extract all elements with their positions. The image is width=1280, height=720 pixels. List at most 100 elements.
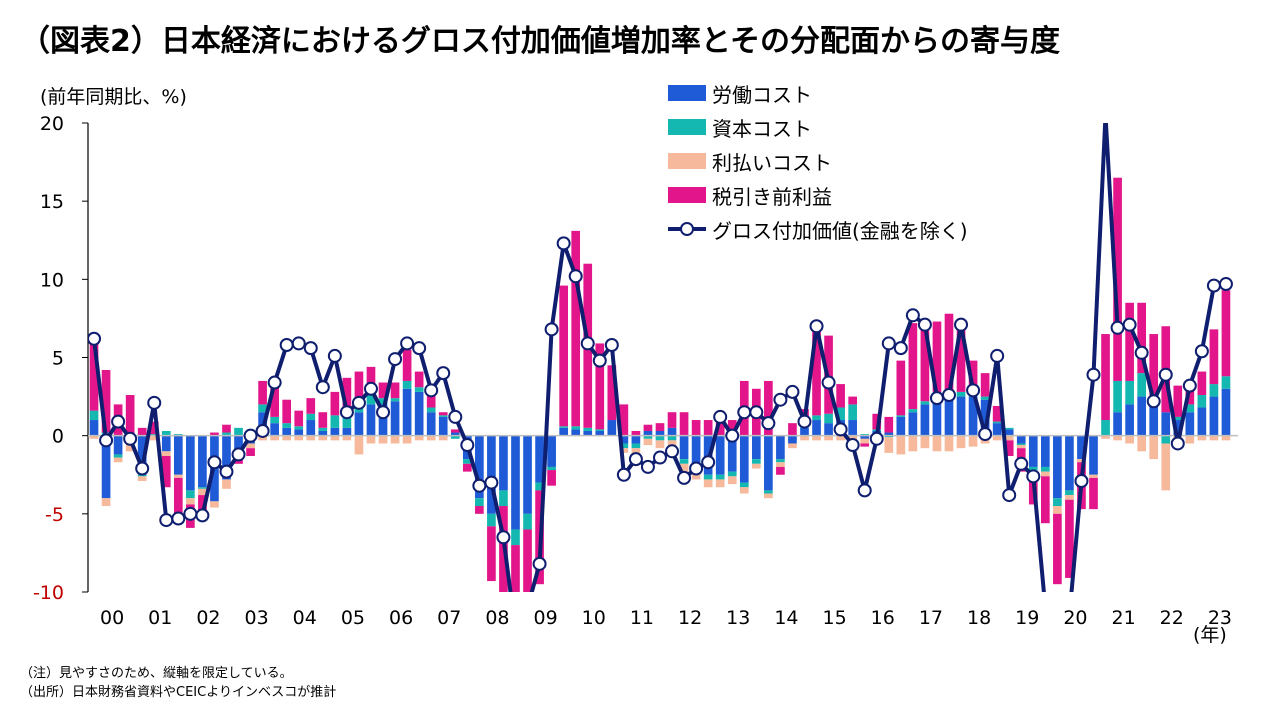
bar-capital-54 [739,482,749,488]
bar-labor-91 [1185,412,1195,436]
bar-profit-4 [137,427,147,436]
bar-capital-25 [390,398,400,402]
bar-profit-32 [475,506,484,514]
bar-labor-30 [450,432,460,436]
bar-interest-29 [438,435,448,441]
bar-profit-10 [210,432,219,436]
bar-labor-42 [595,430,605,436]
x-tick-label: 15 [823,607,847,629]
bar-capital-51 [703,474,713,480]
bar-capital-45 [631,443,641,449]
bar-profit-86 [1125,302,1134,381]
bar-profit-13 [246,448,255,456]
gva-point-39 [556,236,571,251]
bar-interest-66 [884,437,894,453]
x-tick-label: 10 [582,607,606,629]
bar-labor-39 [559,427,568,436]
x-tick-label: 21 [1112,607,1136,629]
bar-interest-14 [258,435,267,441]
gva-point-62 [833,422,848,437]
bar-labor-74 [980,399,990,436]
bar-labor-61 [824,423,833,436]
bar-capital-47 [655,435,665,441]
bar-profit-74 [980,373,990,397]
x-tick-label: 07 [437,607,461,629]
bar-capital-18 [306,413,316,421]
y-tick-label: 10 [40,269,64,291]
bar-interest-76 [1004,435,1014,441]
bar-labor-22 [354,412,364,436]
bar-capital-84 [1101,420,1110,436]
bar-capital-21 [342,416,352,428]
bar-capital-31 [462,459,472,464]
bar-labor-75 [992,423,1002,436]
bar-interest-62 [836,435,845,441]
bar-interest-58 [788,443,797,449]
bar-interest-44 [619,448,629,453]
bar-interest-82 [1077,459,1086,463]
bar-labor-60 [812,420,821,436]
axis-layer: 20 15 10 5 0 -5 -10 00 01 02 03 04 05 06 07 08 09 10 11 12 1… [33,113,1238,629]
bar-interest-72 [956,435,966,449]
bar-capital-0 [89,410,99,421]
bar-profit-50 [691,420,701,436]
bar-capital-80 [1053,498,1062,507]
bar-interest-94 [1221,435,1231,441]
bar-profit-52 [715,420,725,436]
bar-interest-59 [800,435,809,441]
bar-capital-17 [294,426,304,430]
gva-point-33 [484,475,499,490]
bar-labor-67 [896,416,906,436]
bar-interest-71 [944,435,954,452]
bar-profit-79 [1040,476,1050,524]
bar-profit-53 [727,420,737,436]
bar-labor-17 [294,429,304,436]
bar-interest-21 [342,435,352,441]
bar-labor-41 [583,430,593,436]
bar-profit-18 [306,398,316,414]
bar-interest-28 [426,435,436,441]
bar-capital-37 [535,482,544,491]
gva-point-76 [1002,488,1017,503]
bar-profit-44 [619,404,629,436]
bar-profit-81 [1065,499,1074,578]
bar-capital-23 [366,395,376,405]
bar-profit-64 [860,443,870,447]
bar-labor-46 [643,430,653,436]
bar-interest-93 [1209,435,1219,441]
gva-point-34 [496,530,511,545]
bars-layer [89,177,1231,592]
bar-capital-77 [1016,443,1026,446]
bar-capital-46 [643,435,653,439]
gva-point-19 [315,380,330,395]
bar-labor-0 [89,420,99,436]
bar-labor-90 [1173,420,1183,436]
bar-interest-8 [186,498,195,505]
bar-interest-84 [1101,435,1110,439]
bar-labor-80 [1053,435,1062,499]
bar-profit-83 [1089,477,1098,510]
bar-capital-74 [980,396,990,400]
bar-interest-7 [173,474,183,478]
bar-profit-29 [438,412,448,416]
bar-profit-58 [788,423,797,436]
bar-interest-3 [125,443,135,452]
x-tick-label: 18 [967,607,991,629]
gva-point-74 [978,427,993,442]
bar-interest-54 [739,487,749,494]
bar-profit-88 [1149,334,1159,397]
x-tick-label: 05 [341,607,365,629]
bar-profit-17 [294,410,304,427]
bar-labor-24 [378,404,388,436]
x-tick-label: 16 [871,607,895,629]
bar-capital-9 [198,487,207,489]
bar-interest-27 [414,435,424,441]
bar-interest-70 [932,435,942,452]
bar-profit-62 [836,384,845,408]
bar-interest-60 [812,435,821,441]
bar-capital-52 [715,474,725,480]
bar-interest-5 [149,435,159,441]
bar-interest-45 [631,448,641,455]
bar-interest-49 [679,463,689,472]
gva-point-43 [604,337,619,352]
